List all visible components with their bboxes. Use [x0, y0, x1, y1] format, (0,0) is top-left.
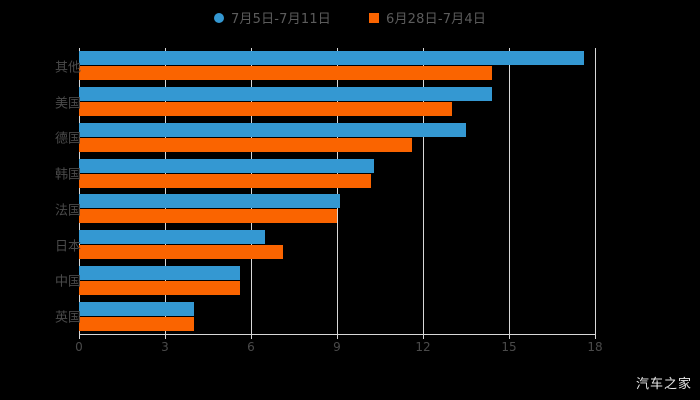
bar-series-0[interactable]: [79, 230, 266, 245]
gridline: [595, 48, 596, 334]
bar-group: [79, 301, 595, 331]
bar-series-1[interactable]: [79, 280, 240, 295]
gridline: [509, 48, 510, 334]
bar-series-0[interactable]: [79, 122, 466, 137]
bar-series-1[interactable]: [79, 102, 452, 117]
chart-legend: 7月5日-7月11日 6月28日-7月4日: [0, 8, 700, 27]
gridline: [79, 48, 80, 334]
x-axis-tick: [165, 334, 166, 339]
legend-item-series-0[interactable]: 7月5日-7月11日: [213, 8, 331, 27]
x-axis-tick: [79, 334, 80, 339]
y-axis-category-label: 日本: [54, 239, 81, 255]
bar-series-0[interactable]: [79, 51, 584, 66]
legend-label-series-0: 7月5日-7月11日: [230, 12, 331, 27]
x-axis-tick: [251, 334, 252, 339]
bar-series-1[interactable]: [79, 173, 372, 188]
y-axis-category-label: 英国: [54, 310, 81, 326]
x-axis-tick-label: 0: [75, 340, 83, 354]
bar-group: [79, 265, 595, 295]
x-axis-tick-label: 18: [587, 340, 603, 354]
x-axis-tick: [337, 334, 338, 339]
y-axis-category-label: 法国: [54, 203, 81, 219]
x-axis-tick-label: 12: [415, 340, 431, 354]
gridline: [423, 48, 424, 334]
bar-series-1[interactable]: [79, 316, 194, 331]
bar-group: [79, 51, 595, 81]
bar-series-0[interactable]: [79, 265, 240, 280]
bar-series-0[interactable]: [79, 158, 375, 173]
y-axis-category-label: 其他: [54, 60, 81, 76]
bar-group: [79, 230, 595, 260]
bar-series-0[interactable]: [79, 194, 340, 209]
legend-label-series-1: 6月28日-7月4日: [386, 12, 487, 27]
bar-series-1[interactable]: [79, 209, 337, 224]
bar-series-1[interactable]: [79, 137, 412, 152]
x-axis-tick: [595, 334, 596, 339]
legend-marker-circle-icon: [213, 12, 224, 23]
x-axis-tick-label: 9: [333, 340, 341, 354]
x-axis-tick: [509, 334, 510, 339]
gridline: [165, 48, 166, 334]
y-axis-category-label: 韩国: [54, 167, 81, 183]
gridline: [251, 48, 252, 334]
gridline: [337, 48, 338, 334]
bar-series-0[interactable]: [79, 87, 492, 102]
y-axis-category-label: 中国: [54, 274, 81, 290]
x-axis-tick: [423, 334, 424, 339]
bar-group: [79, 87, 595, 117]
x-axis-tick-label: 15: [501, 340, 517, 354]
bar-series-1[interactable]: [79, 245, 283, 260]
y-axis-category-label: 德国: [54, 131, 81, 147]
bar-group: [79, 158, 595, 188]
legend-item-series-1[interactable]: 6月28日-7月4日: [369, 8, 486, 27]
bar-series-0[interactable]: [79, 301, 194, 316]
bar-group: [79, 122, 595, 152]
x-axis-tick-label: 6: [247, 340, 255, 354]
y-axis-category-label: 美国: [54, 96, 81, 112]
x-axis-tick-label: 3: [161, 340, 169, 354]
bar-group: [79, 194, 595, 224]
plot-area: [79, 48, 596, 334]
bar-series-1[interactable]: [79, 66, 492, 81]
legend-marker-square-icon: [369, 12, 379, 23]
watermark-label: 汽车之家: [635, 377, 692, 392]
